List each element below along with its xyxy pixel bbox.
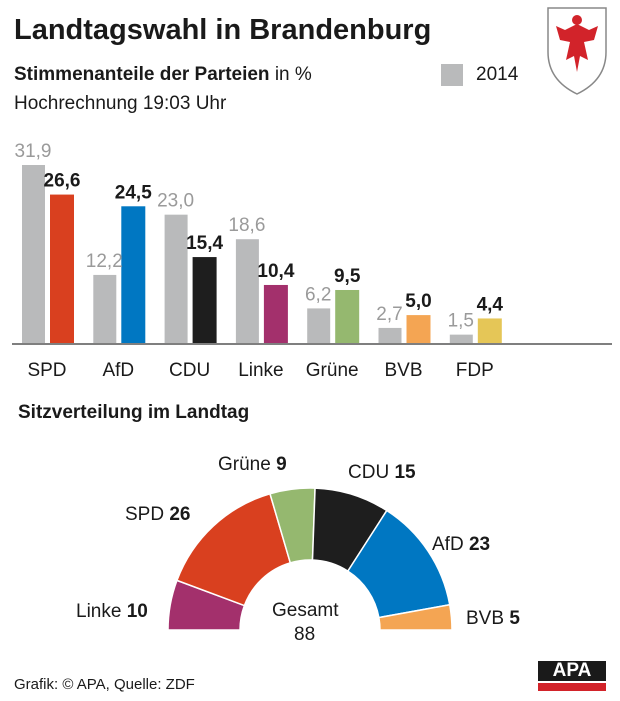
category-label-Grüne: Grüne [306,360,359,381]
seat-count-SPD: 26 [169,504,190,525]
bar-current-Linke [263,284,288,343]
seat-count-Grüne: 9 [276,454,287,475]
label-current-AfD: 24,5 [115,182,152,203]
source-credit: Grafik: © APA, Quelle: ZDF [14,676,195,693]
bar-2014-SPD [22,164,45,343]
apa-logo: APA [538,661,606,691]
bar-2014-FDP [449,334,473,343]
bar-2014-CDU [164,214,188,343]
seat-label-AfD: AfD 23 [432,534,490,555]
label-current-BVB: 5,0 [405,291,431,312]
bar-current-BVB [406,315,431,343]
bar-2014-BVB [378,327,402,343]
category-label-BVB: BVB [384,360,422,381]
chart-subtitle: Stimmenanteile der Parteien in % [14,64,312,86]
bar-current-FDP [477,318,502,343]
label-2014-BVB: 2,7 [376,304,402,325]
label-current-CDU: 15,4 [186,233,223,254]
category-label-CDU: CDU [169,360,210,381]
page-title: Landtagswahl in Brandenburg [14,14,432,46]
label-current-Grüne: 9,5 [334,266,361,287]
bar-2014-Grüne [307,308,331,343]
category-label-Linke: Linke [238,360,283,381]
category-label-SPD: SPD [27,360,66,381]
seat-slice-BVB [378,603,453,631]
bar-2014-AfD [93,274,117,343]
legend-label-2014: 2014 [476,64,519,85]
seat-count-CDU: 15 [394,462,416,483]
seat-label-Linke: Linke 10 [76,601,148,622]
label-2014-AfD: 12,2 [86,251,123,272]
bar-current-AfD [121,206,146,343]
seat-label-SPD: SPD 26 [125,504,191,525]
subtitle-bold: Stimmenanteile der Parteien [14,64,270,85]
apa-logo-text: APA [538,661,606,681]
projection-note: Hochrechnung 19:03 Uhr [14,93,227,114]
bar-chart: 31,9 26,6 SPD 12,2 24,5 AfD 23,0 15,4 CDU 18,6 10,… [12,141,612,381]
total-value: 88 [294,624,316,645]
total-label: Gesamt [272,600,339,621]
seat-chart-title: Sitzverteilung im Landtag [18,402,250,423]
bar-2014-Linke [235,239,259,343]
seat-label-BVB: BVB 5 [466,608,520,629]
seat-label-Grüne: Grüne 9 [218,454,287,475]
seat-label-CDU: CDU 15 [348,462,416,483]
category-label-FDP: FDP [456,360,494,381]
bar-current-Grüne [335,289,360,343]
seat-count-BVB: 5 [509,608,520,629]
label-current-Linke: 10,4 [257,261,294,282]
category-label-AfD: AfD [102,360,134,381]
label-current-FDP: 4,4 [477,294,504,315]
label-2014-FDP: 1,5 [448,311,474,332]
bar-current-SPD [50,194,74,343]
label-2014-Grüne: 6,2 [305,284,331,305]
bar-current-CDU [192,257,217,343]
seat-count-Linke: 10 [127,601,148,622]
seat-count-AfD: 23 [469,534,490,555]
label-current-SPD: 26,6 [44,171,81,192]
label-2014-Linke: 18,6 [228,215,265,236]
label-2014-SPD: 31,9 [15,141,52,162]
label-2014-CDU: 23,0 [157,191,194,212]
legend-swatch-2014 [441,64,463,86]
subtitle-unit: in % [274,64,312,85]
